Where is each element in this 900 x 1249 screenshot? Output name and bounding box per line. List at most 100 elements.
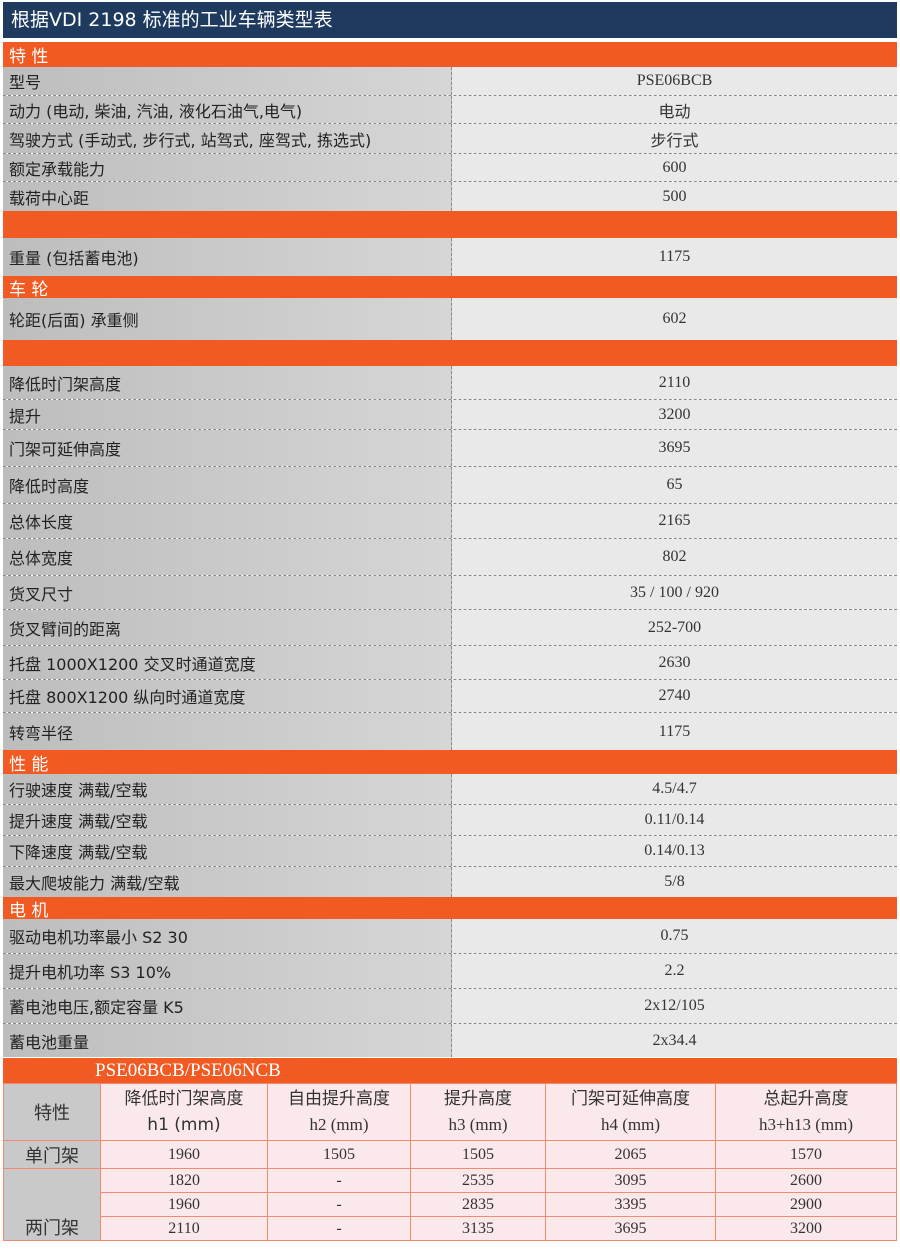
- mast-table-cell: 2835: [410, 1192, 546, 1217]
- mast-type-label: 单门架: [3, 1140, 101, 1169]
- spec-row: 降低时门架高度 2110: [3, 366, 897, 400]
- spec-value: 602: [452, 298, 897, 340]
- section-header: 电 机: [3, 897, 897, 921]
- spec-value: 4.5/4.7: [452, 774, 897, 804]
- mast-table-cell: 1505: [267, 1140, 411, 1169]
- spec-value: 1175: [452, 713, 897, 750]
- spec-label: 总体长度: [3, 504, 452, 538]
- mast-table-title: PSE06BCB/PSE06NCB: [3, 1058, 897, 1083]
- column-name: 自由提升高度: [288, 1089, 390, 1109]
- spec-label: 额定承载能力: [3, 154, 452, 181]
- spec-label: 托盘 1000X1200 交叉时通道宽度: [3, 646, 452, 679]
- mast-table: PSE06BCB/PSE06NCB 特性 降低时门架高度 h1 (mm) 自由提升高度…: [3, 1058, 897, 1241]
- spec-label: 重量 (包括蓄电池): [3, 238, 452, 276]
- spec-label: 蓄电池重量: [3, 1024, 452, 1057]
- spec-value: 252-700: [452, 610, 897, 645]
- spec-row: 型号 PSE06BCB: [3, 67, 897, 96]
- mast-table-cell: 3695: [545, 1216, 716, 1241]
- spec-value: 1175: [452, 238, 897, 276]
- spec-label: 驱动电机功率最小 S2 30: [3, 919, 452, 953]
- section-header: [3, 211, 897, 238]
- spec-row: 轮距(后面) 承重侧 602: [3, 298, 897, 340]
- spec-label: 型号: [3, 67, 452, 95]
- spec-row: 驾驶方式 (手动式, 步行式, 站驾式, 座驾式, 拣选式) 步行式: [3, 124, 897, 154]
- spec-label: 轮距(后面) 承重侧: [3, 298, 452, 340]
- spec-row: 重量 (包括蓄电池) 1175: [3, 238, 897, 276]
- spec-value: 3200: [452, 400, 897, 429]
- spec-value: 0.75: [452, 919, 897, 953]
- spec-label: 门架可延伸高度: [3, 430, 452, 466]
- mast-table-header-row: 特性 降低时门架高度 h1 (mm) 自由提升高度 h2 (mm) 提升高度 h3 (mm)…: [3, 1083, 897, 1141]
- spec-value: 步行式: [452, 124, 897, 153]
- spec-label: 蓄电池电压,额定容量 K5: [3, 989, 452, 1023]
- mast-table-cell: 1960: [100, 1192, 268, 1217]
- column-header: 自由提升高度 h2 (mm): [267, 1083, 411, 1141]
- spec-row: 驱动电机功率最小 S2 30 0.75: [3, 919, 897, 954]
- spec-value: 2110: [452, 366, 897, 399]
- spec-row: 蓄电池电压,额定容量 K5 2x12/105: [3, 989, 897, 1024]
- spec-value: 5/8: [452, 867, 897, 897]
- column-unit: h4 (mm): [600, 1115, 661, 1134]
- column-name: 门架可延伸高度: [571, 1089, 690, 1109]
- spec-value: 600: [452, 154, 897, 181]
- section-header: [3, 340, 897, 366]
- mast-table-cell: 1570: [715, 1140, 897, 1169]
- spec-value: 2740: [452, 680, 897, 712]
- spec-value: 35 / 100 / 920: [452, 576, 897, 609]
- mast-table-cell: -: [267, 1168, 411, 1193]
- spec-value: 0.11/0.14: [452, 805, 897, 835]
- column-unit: h3+h13 (mm): [758, 1115, 854, 1134]
- spec-value: 2630: [452, 646, 897, 679]
- mast-type-label: 两门架: [3, 1168, 101, 1241]
- column-name: 提升高度: [444, 1089, 512, 1109]
- column-name: 降低时门架高度: [124, 1089, 244, 1109]
- spec-label: 动力 (电动, 柴油, 汽油, 液化石油气,电气): [3, 96, 452, 123]
- spec-label: 货叉尺寸: [3, 576, 452, 609]
- mast-table-cell: 2535: [410, 1168, 546, 1193]
- corner-cell: 特性: [3, 1083, 101, 1141]
- column-name: 总起升高度: [763, 1089, 849, 1109]
- spec-value: 802: [452, 539, 897, 575]
- mast-table-grid: 特性 降低时门架高度 h1 (mm) 自由提升高度 h2 (mm) 提升高度 h3 (mm)…: [3, 1083, 897, 1241]
- spec-label: 降低时高度: [3, 467, 452, 503]
- mast-table-cell: -: [267, 1216, 411, 1241]
- spec-row: 载荷中心距 500: [3, 182, 897, 211]
- column-header: 总起升高度 h3+h13 (mm): [715, 1083, 897, 1141]
- spec-row: 提升 3200: [3, 400, 897, 430]
- mast-table-row: 两门架 1820-2535 3095 2600: [3, 1168, 897, 1241]
- spec-label: 提升电机功率 S3 10%: [3, 954, 452, 988]
- spec-label: 载荷中心距: [3, 182, 452, 211]
- spec-label: 下降速度 满载/空载: [3, 836, 452, 866]
- column-unit: h3 (mm): [448, 1115, 508, 1134]
- spec-label: 托盘 800X1200 纵向时通道宽度: [3, 680, 452, 712]
- spec-value: 2.2: [452, 954, 897, 988]
- spec-row: 托盘 800X1200 纵向时通道宽度 2740: [3, 680, 897, 713]
- mast-table-cell: 1505: [410, 1140, 546, 1169]
- spec-row: 蓄电池重量 2x34.4: [3, 1024, 897, 1057]
- section-header: 特 性: [3, 42, 897, 67]
- spec-row: 货叉臂间的距离 252-700: [3, 610, 897, 646]
- mast-table-cell: 3135: [410, 1216, 546, 1241]
- spec-row: 托盘 1000X1200 交叉时通道宽度 2630: [3, 646, 897, 680]
- mast-table-row: 单门架 1960 1505 1505 2065 1570: [3, 1140, 897, 1169]
- spec-row: 转弯半径 1175: [3, 713, 897, 750]
- section-header: 性 能: [3, 750, 897, 775]
- spec-sections: 特 性型号 PSE06BCB 动力 (电动, 柴油, 汽油, 液化石油气,电气) 电动…: [3, 42, 897, 1057]
- mast-table-cell: 2110: [100, 1216, 268, 1241]
- mast-table-cell: 2900: [715, 1192, 897, 1217]
- spec-value: 2x12/105: [452, 989, 897, 1023]
- spec-value: PSE06BCB: [452, 67, 897, 95]
- spec-label: 降低时门架高度: [3, 366, 452, 399]
- mast-table-cell: 1820: [100, 1168, 268, 1193]
- mast-table-cell: -: [267, 1192, 411, 1217]
- spec-sheet: 根据VDI 2198 标准的工业车辆类型表 特 性型号 PSE06BCB 动力 (电…: [3, 2, 897, 1057]
- column-header: 降低时门架高度 h1 (mm): [100, 1083, 268, 1141]
- spec-label: 驾驶方式 (手动式, 步行式, 站驾式, 座驾式, 拣选式): [3, 124, 452, 153]
- mast-table-row: 2110-3135 3695 3200: [4, 1216, 897, 1241]
- spec-value: 2165: [452, 504, 897, 538]
- spec-row: 额定承载能力 600: [3, 154, 897, 182]
- spec-value: 65: [452, 467, 897, 503]
- spec-value: 3695: [452, 430, 897, 466]
- spec-label: 最大爬坡能力 满载/空载: [3, 867, 452, 897]
- mast-table-cell: 3200: [715, 1216, 897, 1241]
